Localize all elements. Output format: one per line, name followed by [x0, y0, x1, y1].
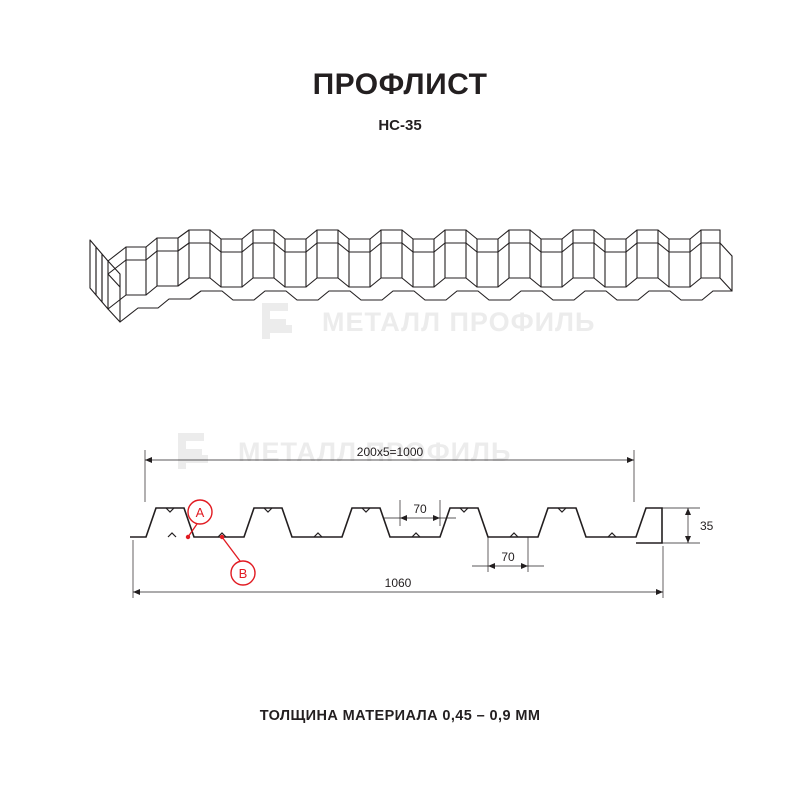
- dim-overall-label: 1060: [385, 576, 412, 590]
- dim-rib-top-label: 70: [413, 502, 427, 516]
- material-thickness-note: ТОЛЩИНА МАТЕРИАЛА 0,45 – 0,9 ММ: [259, 708, 541, 724]
- svg-text:МЕТАЛЛ ПРОФИЛЬ: МЕТАЛЛ ПРОФИЛЬ: [322, 307, 595, 337]
- dim-rib-bottom-label: 70: [501, 550, 515, 564]
- svg-text:МЕТАЛЛ ПРОФИЛЬ: МЕТАЛЛ ПРОФИЛЬ: [238, 437, 511, 467]
- page-title: ПРОФЛИСТ: [312, 68, 488, 101]
- callout-a: A: [185, 499, 213, 540]
- section-view: 200х5=1000 70 70 35 1060 A B: [130, 445, 714, 598]
- watermark-logo-upper: МЕТАЛЛ ПРОФИЛЬ: [262, 303, 595, 339]
- isometric-view: [89, 229, 733, 323]
- callout-b: B: [219, 534, 256, 586]
- profile-code: НС-35: [378, 117, 422, 134]
- svg-text:A: A: [196, 505, 205, 520]
- dim-top-label: 200х5=1000: [357, 445, 424, 459]
- dim-height-label: 35: [700, 519, 714, 533]
- svg-text:B: B: [239, 566, 248, 581]
